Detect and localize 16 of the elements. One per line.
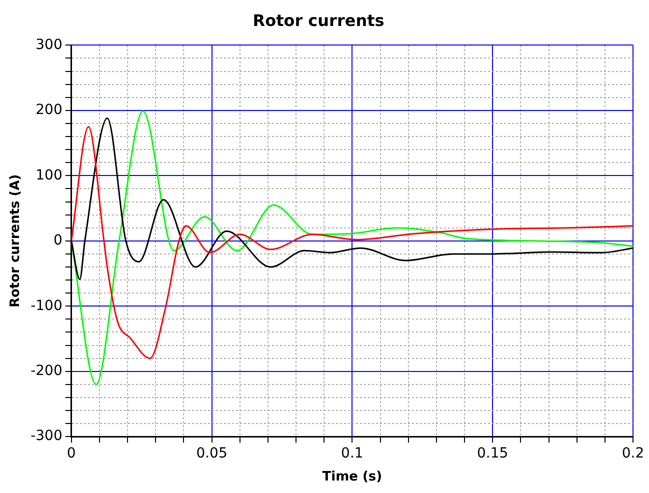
y-tick-label: 200 [36,102,62,118]
x-tick-label: 0.2 [622,446,644,462]
y-tick-label: 100 [36,167,62,184]
x-tick-label: 0.15 [477,446,508,462]
x-tick-label: 0.05 [196,446,228,462]
y-axis-title: Rotor currents (A) [8,174,24,308]
y-tick-label: -100 [30,298,62,314]
x-tick-label: 0 [66,446,76,462]
y-tick-label: -200 [30,363,62,380]
x-tick-label: 0.1 [341,446,364,462]
y-tick-label: 0 [53,232,62,249]
y-tick-label: 300 [36,36,62,53]
chart-title: Rotor currents [252,10,384,30]
y-tick-label: -300 [30,428,62,444]
x-axis-title: Time (s) [322,470,382,485]
line-series [71,126,633,360]
